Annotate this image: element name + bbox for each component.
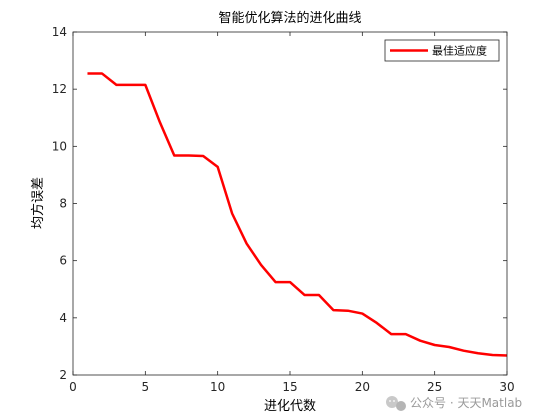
plot-area — [73, 32, 507, 375]
legend: 最佳适应度 — [384, 39, 500, 62]
y-tick-label: 14 — [52, 25, 67, 39]
wechat-icon — [386, 396, 406, 411]
chart-title: 智能优化算法的进化曲线 — [218, 10, 361, 26]
legend-box — [384, 39, 500, 62]
y-axis-label: 均方误差 — [30, 177, 46, 229]
x-tick-label: 25 — [427, 380, 442, 394]
y-tick-label: 12 — [52, 82, 67, 96]
y-tick-label: 8 — [59, 197, 67, 211]
series-line-0 — [87, 72, 508, 357]
x-tick-label: 15 — [282, 380, 297, 394]
watermark: 公众号 · 天天Matlab — [386, 396, 522, 411]
y-tick-label: 4 — [59, 311, 67, 325]
legend-entry-label: 最佳适应度 — [432, 44, 487, 58]
x-tick-label: 20 — [355, 380, 370, 394]
y-tick-label: 6 — [59, 254, 67, 268]
y-tick-labels: 2 4 6 8 10 12 14 — [52, 25, 67, 382]
series-layer — [87, 72, 508, 357]
y-tick-label: 10 — [52, 139, 67, 153]
x-tick-label: 30 — [499, 380, 514, 394]
y-tick-label: 2 — [59, 368, 67, 382]
x-tick-labels: 0 5 10 15 20 25 30 — [69, 380, 514, 394]
x-axis-label: 进化代数 — [264, 399, 316, 414]
watermark-text: 公众号 · 天天Matlab — [410, 396, 522, 410]
x-tick-label: 0 — [69, 380, 77, 394]
plot-frame — [72, 31, 508, 376]
x-tick-label: 10 — [210, 380, 225, 394]
x-tick-label: 5 — [142, 380, 150, 394]
